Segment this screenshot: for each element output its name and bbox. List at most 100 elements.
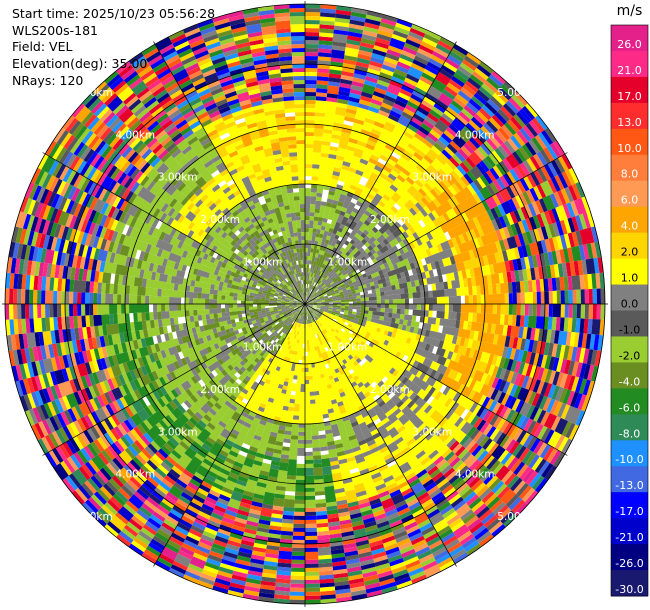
- ray-gates: [71, 340, 79, 354]
- ray-gates: [219, 524, 233, 533]
- ray-gates: [134, 439, 145, 452]
- ray-gates: [397, 480, 453, 568]
- ray-gates: [128, 306, 302, 416]
- ray-gates: [35, 232, 43, 248]
- ray-gates: [327, 85, 340, 95]
- azimuth-line: [304, 303, 568, 456]
- ray-gates: [318, 323, 465, 533]
- ray-gates: [237, 91, 251, 103]
- ray-gates: [49, 277, 55, 291]
- ray-gates: [97, 173, 108, 186]
- ray-gates: [141, 44, 167, 73]
- ray-gates: [305, 236, 377, 304]
- ray-gates: [340, 527, 354, 534]
- ray-gates: [90, 168, 101, 182]
- ray-gates: [298, 184, 305, 304]
- ray-gates: [249, 304, 305, 569]
- ray-gates: [32, 407, 42, 423]
- ray-gates: [460, 91, 528, 157]
- ray-gates: [119, 200, 129, 212]
- ray-gates: [79, 335, 106, 352]
- ray-gates: [264, 45, 279, 52]
- ray-gates: [500, 488, 517, 505]
- ray-gates: [93, 103, 161, 168]
- ray-gates: [64, 309, 274, 355]
- ray-gates: [313, 463, 324, 480]
- ray-gates: [404, 178, 467, 229]
- ray-gates: [99, 457, 124, 481]
- ray-gates: [547, 384, 557, 399]
- ray-gates: [426, 536, 445, 554]
- ray-gates: [282, 92, 305, 304]
- ray-gates: [252, 507, 273, 553]
- ray-gates: [169, 508, 183, 519]
- ray-gates: [305, 263, 334, 304]
- colorbar-tick-label: 4.0: [621, 220, 639, 233]
- ray-gates: [316, 305, 420, 329]
- ray-gates: [124, 306, 302, 460]
- ray-gates: [53, 223, 108, 251]
- ray-gates: [474, 464, 502, 491]
- ray-gates: [289, 8, 305, 13]
- range-ring-label: 4.00km: [115, 129, 155, 141]
- ray-gates: [82, 327, 88, 339]
- ray-gates: [280, 514, 294, 536]
- ray-gates: [306, 323, 336, 592]
- ray-gates: [41, 405, 111, 452]
- ray-gates: [551, 243, 594, 265]
- ray-gates: [492, 416, 558, 463]
- ray-gates: [95, 382, 104, 396]
- ray-gates: [203, 33, 219, 43]
- ray-gates: [216, 574, 232, 583]
- ray-gates: [305, 304, 344, 547]
- ray-gates: [486, 149, 551, 196]
- ray-gates: [423, 501, 436, 512]
- ray-gates: [510, 270, 516, 283]
- ray-gates: [409, 478, 454, 540]
- ray-gates: [483, 423, 513, 450]
- ray-gates: [239, 57, 254, 65]
- ray-gates: [246, 23, 262, 34]
- ray-gates: [193, 127, 295, 288]
- ray-gates: [24, 182, 94, 221]
- ray-gates: [561, 154, 573, 170]
- ray-gates: [174, 308, 299, 396]
- ray-gates: [401, 487, 413, 497]
- ray-gates: [537, 227, 545, 241]
- ray-gates: [31, 200, 40, 217]
- ray-gates: [380, 18, 397, 27]
- ray-gates: [340, 307, 365, 314]
- ray-gates: [159, 439, 214, 512]
- ray-gates: [320, 315, 509, 463]
- ray-gates: [243, 11, 305, 304]
- ray-gates: [109, 304, 305, 473]
- ray-gates: [15, 356, 62, 381]
- ray-gates: [355, 22, 380, 69]
- ray-gates: [183, 511, 196, 522]
- ray-gates: [216, 68, 240, 107]
- ray-gates: [460, 312, 605, 336]
- ray-gates: [591, 319, 601, 335]
- ray-gates: [341, 108, 357, 134]
- ray-gates: [65, 360, 96, 381]
- ray-gates: [67, 186, 77, 200]
- ray-gates: [80, 146, 302, 302]
- ray-gates: [121, 307, 303, 541]
- ray-gates: [334, 55, 429, 240]
- ray-gates: [410, 61, 441, 104]
- ray-gates: [40, 248, 47, 263]
- ray-gates: [544, 383, 553, 398]
- ray-gates: [505, 439, 517, 453]
- ray-gates: [502, 158, 513, 172]
- ray-gates: [308, 213, 588, 303]
- ray-gates: [25, 318, 31, 334]
- ray-gates: [535, 244, 590, 268]
- ray-gates: [36, 405, 46, 422]
- ray-gates: [424, 532, 439, 543]
- ray-gates: [68, 120, 141, 180]
- ray-gates: [245, 19, 261, 27]
- ray-gates: [277, 562, 292, 568]
- ray-gates: [374, 87, 387, 95]
- ray-gates: [98, 304, 305, 337]
- ray-gates: [404, 159, 457, 211]
